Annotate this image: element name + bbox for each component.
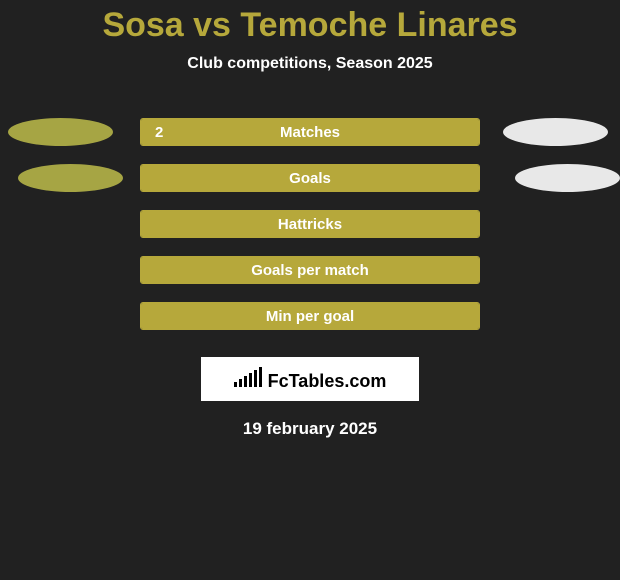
stat-row: 2Matches	[0, 109, 620, 155]
logo-bar	[249, 373, 252, 387]
stat-row: Min per goal	[0, 293, 620, 339]
ellipse-right	[515, 164, 620, 192]
stats-rows: 2Matches Goals Hattricks Goals per match Min…	[0, 109, 620, 339]
logo-text: FcTables.com	[268, 371, 387, 392]
stat-row: Goals	[0, 155, 620, 201]
footer-date: 19 february 2025	[0, 419, 620, 439]
stat-pill: Goals	[140, 164, 480, 192]
stat-label: Goals	[141, 170, 479, 187]
fctables-logo: FcTables.com	[234, 367, 387, 392]
stat-row: Hattricks	[0, 201, 620, 247]
logo-bar	[259, 367, 262, 387]
logo-bars-icon	[234, 367, 262, 387]
stat-row: Goals per match	[0, 247, 620, 293]
ellipse-right	[503, 118, 608, 146]
stat-pill: 2Matches	[140, 118, 480, 146]
logo-bar	[234, 382, 237, 387]
logo-bar	[244, 376, 247, 387]
stat-label: Hattricks	[141, 216, 479, 233]
ellipse-left	[18, 164, 123, 192]
page-title: Sosa vs Temoche Linares	[0, 0, 620, 45]
ellipse-left	[8, 118, 113, 146]
stat-pill: Goals per match	[140, 256, 480, 284]
page-subtitle: Club competitions, Season 2025	[0, 55, 620, 73]
stat-label: Min per goal	[141, 308, 479, 325]
logo-bar	[254, 370, 257, 387]
logo-bar	[239, 379, 242, 387]
stat-label: Matches	[141, 124, 479, 141]
stat-label: Goals per match	[141, 262, 479, 279]
logo-box: FcTables.com	[201, 357, 419, 401]
stat-pill: Hattricks	[140, 210, 480, 238]
stat-pill: Min per goal	[140, 302, 480, 330]
